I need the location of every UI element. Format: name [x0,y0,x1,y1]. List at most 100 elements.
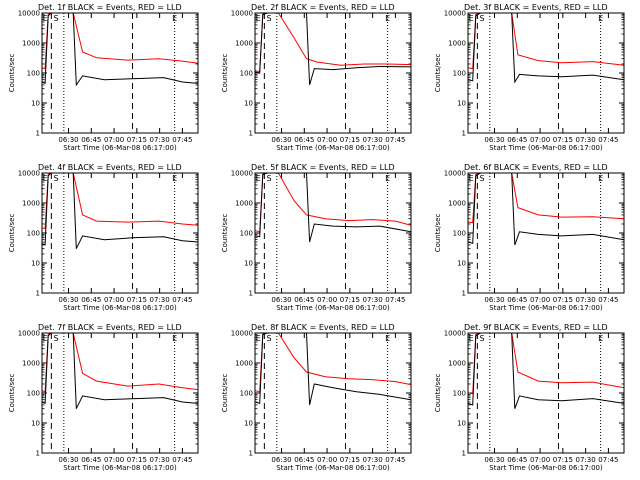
series-group [468,173,624,246]
y-tick-label: 1 [36,450,40,458]
event-marker-label: S [267,14,272,23]
x-axis-label: Start Time (06-Mar-08 06:17:00) [63,464,177,472]
event-marker-label: E [43,334,48,343]
x-tick-label: 07:15 [127,456,147,464]
y-tick-label: 10000 [18,170,40,178]
chart-svg: Det. 5f BLACK = Events, RED = LLD 1 10 100 1… [221,163,412,312]
x-axis-label: Start Time (06-Mar-08 06:17:00) [276,304,390,312]
event-marker-label: E [172,174,177,183]
series-group [255,173,411,243]
event-marker-label: E [598,334,603,343]
event-marker-label: E [469,174,474,183]
y-tick-label: 1 [462,130,466,138]
y-tick-label: 1000 [235,360,253,368]
x-tick-label: 07:30 [363,296,383,304]
x-tick-label: 07:15 [340,296,360,304]
series-line-events [255,173,411,243]
plot-frame [254,332,412,454]
x-tick-label: 07:15 [553,456,573,464]
y-axis-label: Counts/sec [434,54,442,93]
x-tick-label: 06:30 [58,296,78,304]
y-tick-label: 1 [462,290,466,298]
x-tick-label: 06:30 [484,296,504,304]
x-tick-label: 06:45 [294,296,314,304]
series-group [42,173,198,249]
x-tick-label: 07:00 [530,136,550,144]
event-marker-label: S [267,174,272,183]
chart-title: Det. 7f BLACK = Events, RED = LLD [38,323,182,332]
y-tick-label: 10 [244,420,253,428]
y-tick-label: 100 [240,390,253,398]
event-marker-label: E [43,14,48,23]
x-tick-label: 07:00 [104,456,124,464]
x-tick-label: 07:00 [317,136,337,144]
plot-frame [41,172,199,294]
y-tick-label: 1 [249,130,253,138]
y-tick-label: 10 [457,420,466,428]
plot-frame [467,172,625,294]
y-tick-label: 1000 [448,200,466,208]
event-marker-label: E [598,14,603,23]
y-tick-label: 100 [27,230,40,238]
event-marker-label: E [598,174,603,183]
y-tick-label: 100 [240,70,253,78]
chart-svg: Det. 7f BLACK = Events, RED = LLD 1 10 100 1… [8,323,199,472]
detector-panel-5: Det. 5f BLACK = Events, RED = LLD 1 10 100 1… [213,160,426,320]
x-tick-label: 07:45 [385,296,405,304]
event-marker-label: E [385,334,390,343]
x-tick-label: 07:30 [576,456,596,464]
x-tick-label: 07:30 [150,456,170,464]
x-tick-label: 07:15 [340,136,360,144]
x-tick-label: 06:45 [81,296,101,304]
series-line-lld [468,173,624,224]
x-tick-label: 07:30 [150,296,170,304]
y-tick-label: 1 [249,450,253,458]
x-tick-label: 06:30 [484,456,504,464]
series-line-events [468,173,624,246]
chart-title: Det. 5f BLACK = Events, RED = LLD [251,163,395,172]
y-axis-label: Counts/sec [434,374,442,413]
event-marker-label: E [172,334,177,343]
event-marker-label: E [256,334,261,343]
series-group [42,333,198,409]
y-axis-label: Counts/sec [8,54,16,93]
series-group [255,13,411,86]
chart-svg: Det. 2f BLACK = Events, RED = LLD 1 10 100 1… [221,3,412,152]
chart-svg: Det. 3f BLACK = Events, RED = LLD 1 10 100 1… [434,3,625,152]
x-tick-label: 07:30 [363,136,383,144]
x-tick-label: 06:30 [58,136,78,144]
x-tick-label: 07:00 [317,456,337,464]
y-tick-label: 100 [453,390,466,398]
chart-title: Det. 4f BLACK = Events, RED = LLD [38,163,182,172]
y-tick-label: 100 [453,230,466,238]
x-tick-label: 07:45 [385,456,405,464]
chart-title: Det. 6f BLACK = Events, RED = LLD [464,163,608,172]
x-tick-label: 07:45 [598,136,618,144]
x-axis-label: Start Time (06-Mar-08 06:17:00) [489,144,603,152]
x-axis-label: Start Time (06-Mar-08 06:17:00) [276,464,390,472]
detector-panel-7: Det. 7f BLACK = Events, RED = LLD 1 10 100 1… [0,320,213,480]
x-tick-label: 07:00 [104,136,124,144]
series-line-events [42,173,198,249]
x-tick-label: 07:30 [150,136,170,144]
x-tick-label: 07:45 [172,136,192,144]
y-tick-label: 10 [31,420,40,428]
x-tick-label: 07:00 [104,296,124,304]
y-tick-label: 10000 [444,10,466,18]
chart-title: Det. 1f BLACK = Events, RED = LLD [38,3,182,12]
y-tick-label: 10 [457,100,466,108]
chart-title: Det. 2f BLACK = Events, RED = LLD [251,3,395,12]
y-tick-label: 10000 [231,10,253,18]
x-tick-label: 06:30 [271,136,291,144]
event-marker-label: E [469,14,474,23]
x-tick-label: 06:45 [507,136,527,144]
x-tick-label: 06:45 [507,296,527,304]
y-tick-label: 10000 [444,170,466,178]
event-marker-label: S [480,14,485,23]
x-tick-label: 07:00 [317,296,337,304]
y-tick-label: 1 [36,130,40,138]
y-tick-label: 100 [453,70,466,78]
series-line-events [255,13,411,86]
x-tick-label: 07:15 [340,456,360,464]
x-tick-label: 06:45 [81,456,101,464]
